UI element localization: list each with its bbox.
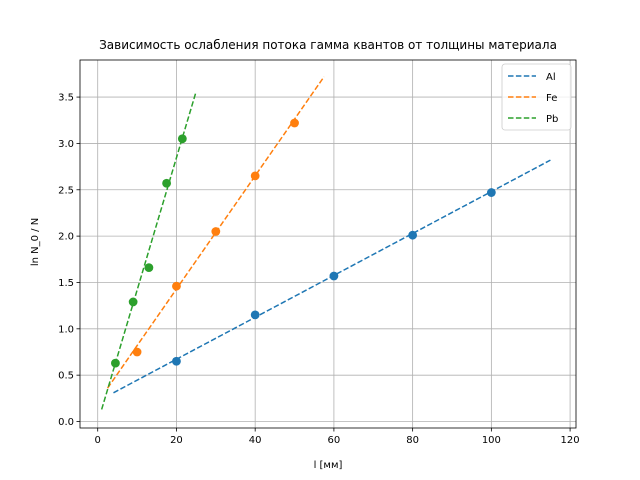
data-point-pb [177,134,187,144]
legend: Al Fe Pb [501,63,572,131]
x-tick-label: 20 [170,435,183,446]
x-tick-label: 40 [249,435,262,446]
legend-label-al: Al [546,72,556,83]
data-point-pb [162,178,172,188]
data-point-al [250,310,260,320]
legend-label-fe: Fe [546,93,557,104]
x-tick-label: 0 [95,435,101,446]
data-point-pb [144,263,154,273]
y-tick-label: 0.0 [58,417,74,428]
series-layer [100,76,551,410]
data-point-al [172,356,181,366]
data-point-fe [290,118,299,128]
x-tick-label: 100 [482,435,501,446]
x-tick-label: 120 [561,435,580,446]
data-point-fe [250,171,260,181]
x-tick-label: 60 [328,435,341,446]
y-tick-label: 3.5 [58,93,74,104]
axes: 0 20 40 60 80 100 120 0.0 0.5 1.0 1.5 2.0 2.5 3.0 3.5 [58,93,580,446]
y-tick-label: 0.5 [58,371,74,382]
chart-title: Зависимость ослабления потока гамма кван… [99,38,557,52]
x-tick-label: 80 [406,435,419,446]
y-tick-label: 2.0 [58,232,74,243]
legend-box [501,63,572,131]
y-axis-label: ln N_0 / N [30,218,41,266]
data-point-pb [128,297,138,307]
x-axis-label: l [мм] [314,460,343,471]
y-tick-label: 1.0 [58,324,74,335]
plot-frame [79,59,577,429]
y-tick-label: 3.0 [58,139,74,150]
y-tick-label: 2.5 [58,185,74,196]
data-point-al [408,230,418,240]
data-point-al [486,188,496,197]
data-point-fe [132,347,142,357]
data-point-al [329,271,339,281]
data-point-pb [111,358,120,368]
grid [80,60,576,428]
y-tick-label: 1.5 [58,278,74,289]
legend-label-pb: Pb [546,114,558,125]
data-point-fe [211,227,221,236]
data-point-fe [172,281,181,291]
